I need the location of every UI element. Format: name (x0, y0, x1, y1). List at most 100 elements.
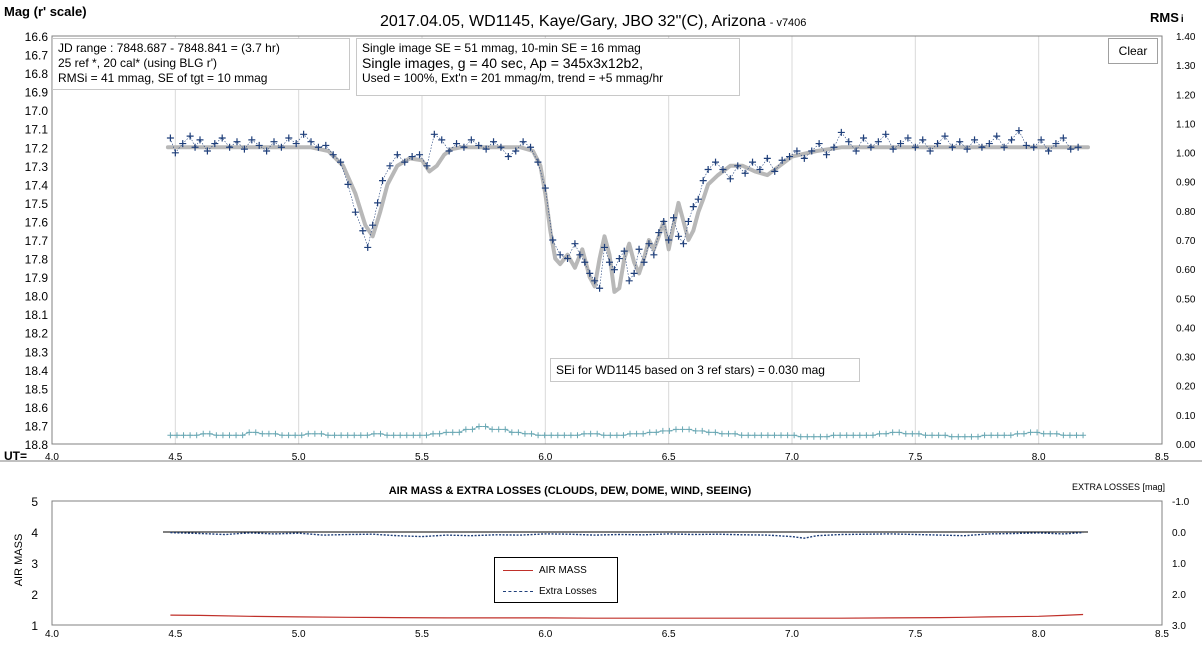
observation-point (1059, 134, 1067, 142)
top-y2-tick-label: 0.80 (1176, 207, 1196, 218)
observation-point (756, 166, 764, 174)
observation-point (1067, 145, 1075, 153)
observation-point (541, 184, 549, 192)
bottom-x-tick-label: 4.0 (45, 629, 59, 640)
observation-point (956, 138, 964, 146)
observation-point (640, 258, 648, 266)
observation-point (386, 162, 394, 170)
top-y2-tick-label: 0.20 (1176, 382, 1196, 393)
observation-point (793, 147, 801, 155)
top-y-tick-label: 18.8 (25, 438, 49, 452)
observation-point (166, 134, 174, 142)
observation-point (670, 214, 678, 222)
top-y-tick-label: 17.7 (25, 234, 49, 248)
top-y-axis-label: Mag (r' scale) (4, 4, 87, 19)
bottom-y-axis-label: AIR MASS (13, 534, 25, 587)
top-y-tick-label: 17.4 (25, 178, 49, 192)
observation-point (1022, 141, 1030, 149)
observation-point (837, 128, 845, 136)
observation-point (277, 143, 285, 151)
observation-point (534, 158, 542, 166)
observation-point (712, 158, 720, 166)
clear-button[interactable]: Clear (1108, 38, 1158, 64)
observation-point (596, 284, 604, 292)
top-x-tick-label: 8.0 (1032, 452, 1046, 463)
observation-point (704, 166, 712, 174)
bottom-y-tick-label: 3 (31, 557, 38, 571)
observation-point (179, 140, 187, 148)
observation-point (699, 177, 707, 185)
top-y-tick-label: 16.9 (25, 86, 49, 100)
observation-point (726, 175, 734, 183)
observation-point (351, 208, 359, 216)
observation-point (610, 266, 618, 274)
top-x-tick-label: 6.5 (662, 452, 676, 463)
observation-point (635, 245, 643, 253)
observation-point (337, 158, 345, 166)
top-y-tick-label: 16.7 (25, 49, 49, 63)
observation-point (763, 154, 771, 162)
observation-point (196, 136, 204, 144)
observation-point (171, 149, 179, 157)
observation-point (897, 140, 905, 148)
observation-point (1000, 143, 1008, 151)
top-y2-tick-label: 0.90 (1176, 178, 1196, 189)
legend-label-extra-losses: Extra Losses (539, 585, 597, 597)
observation-point (684, 217, 692, 225)
observation-point (874, 138, 882, 146)
top-y-tick-label: 18.0 (25, 290, 49, 304)
observation-point (971, 136, 979, 144)
bottom-y-tick-label: 2 (31, 588, 38, 602)
observation-point (401, 158, 409, 166)
observation-point (1045, 147, 1053, 155)
top-y-tick-label: 16.8 (25, 67, 49, 81)
observation-point (601, 243, 609, 251)
bottom-chart-frame (51, 500, 1163, 626)
observation-point (815, 140, 823, 148)
top-x-tick-label: 7.0 (785, 452, 799, 463)
observation-point (823, 151, 831, 159)
sei-info-box: SEi for WD1145 based on 3 ref stars) = 0… (550, 358, 860, 382)
bottom-chart-series (163, 531, 1088, 619)
observation-point (645, 240, 653, 248)
observation-point (329, 151, 337, 159)
observation-point (369, 221, 377, 229)
observation-point (941, 132, 949, 140)
observation-point (490, 138, 498, 146)
legend-swatch-air-mass (503, 569, 533, 571)
observation-point (904, 134, 912, 142)
ref-stars-line: 25 ref *, 20 cal* (using BLG r') (58, 56, 218, 70)
observation-point (504, 153, 512, 161)
observation-point (860, 134, 868, 142)
observation-point (694, 195, 702, 203)
jd-range-info-box: JD range : 7848.687 - 7848.841 = (3.7 hr… (52, 38, 350, 90)
observation-point (408, 153, 416, 161)
observation-point (948, 143, 956, 151)
top-chart-series (165, 127, 1090, 440)
observation-point (359, 227, 367, 235)
observation-point (852, 147, 860, 155)
observation-point (248, 136, 256, 144)
top-y-tick-label: 18.2 (25, 327, 49, 341)
observation-point (1074, 143, 1082, 151)
observation-point (226, 143, 234, 151)
bottom-y2-tick-label: 3.0 (1172, 621, 1186, 632)
observation-point (416, 151, 424, 159)
top-x-tick-label: 6.0 (538, 452, 552, 463)
se-info-box: Single image SE = 51 mmag, 10-min SE = 1… (356, 38, 740, 96)
observation-point (808, 147, 816, 155)
observation-point (625, 277, 633, 285)
observation-point (314, 143, 322, 151)
observation-point (300, 130, 308, 138)
top-y-tick-label: 17.5 (25, 197, 49, 211)
observation-point (240, 145, 248, 153)
top-y-tick-label: 17.2 (25, 141, 49, 155)
observation-point (660, 217, 668, 225)
top-y2-tick-label: 1.20 (1176, 90, 1196, 101)
observation-point (867, 143, 875, 151)
observation-point (292, 140, 300, 148)
bottom-y2-tick-label: 0.0 (1172, 528, 1186, 539)
observation-point (497, 143, 505, 151)
observation-point (963, 145, 971, 153)
observation-point (379, 177, 387, 185)
